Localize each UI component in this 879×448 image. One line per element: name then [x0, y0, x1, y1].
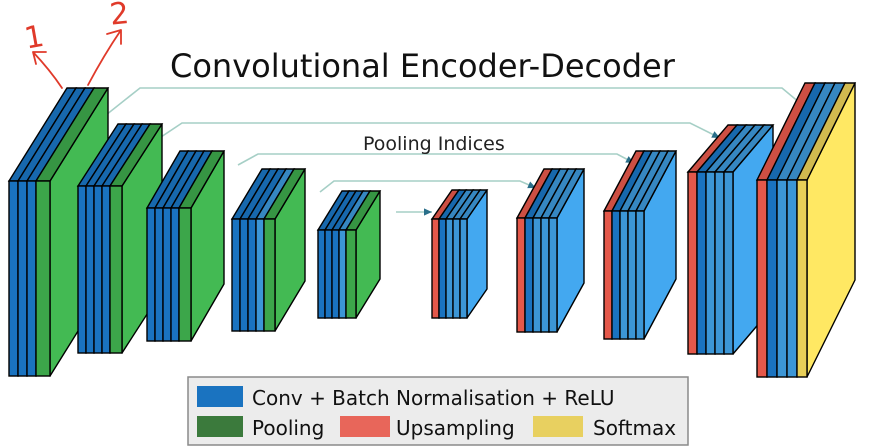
legend-label-pooling: Pooling: [252, 416, 324, 440]
legend-swatch-conv: [197, 386, 243, 407]
legend-label-conv: Conv + Batch Normalisation + ReLU: [252, 386, 615, 410]
encoder-stage-4: [230, 168, 307, 332]
encoder-stage-5: [316, 190, 382, 319]
decoder-stage-5: [755, 82, 857, 378]
softmax-layer: [795, 82, 857, 378]
legend: Conv + Batch Normalisation + ReLU Poolin…: [187, 376, 689, 446]
pooling-layer: [262, 168, 307, 332]
annotation-arrow-2: [87, 29, 122, 86]
annotation-arrow-1: [32, 51, 63, 89]
diagram-title: Convolutional Encoder-Decoder: [170, 47, 676, 85]
pooling-index-arrow-2: [151, 122, 721, 144]
conv-layer: [547, 168, 586, 333]
pooling-index-arrow-4: [319, 180, 537, 193]
pooling-index-arrow-3: [237, 153, 635, 166]
decoder-stage-3: [602, 150, 678, 340]
legend-label-softmax: Softmax: [593, 416, 676, 440]
pooling-index-arrow-1: [105, 87, 813, 116]
pooling-index-arrowhead-5: [424, 208, 432, 216]
handwritten-annotations: 1 2: [22, 0, 131, 89]
legend-label-upsampling: Upsampling: [396, 416, 515, 440]
conv-layer: [634, 150, 678, 340]
legend-swatch-upsampling: [340, 416, 390, 437]
pooling-layer: [344, 190, 382, 319]
legend-swatch-softmax: [533, 416, 583, 437]
conv-layer: [458, 189, 489, 319]
pooling-layer: [177, 150, 226, 342]
network-layers: [7, 82, 857, 378]
legend-swatch-pooling: [197, 416, 243, 437]
encoder-stage-2: [76, 123, 164, 354]
legend-frame: [187, 376, 689, 446]
encoder-stage-3: [145, 150, 226, 342]
pooling-indices-label: Pooling Indices: [363, 133, 505, 155]
annotation-mark-2: 2: [108, 0, 131, 33]
annotation-mark-1: 1: [22, 19, 47, 57]
decoder-stage-1: [430, 189, 489, 319]
decoder-stage-2: [515, 168, 586, 333]
